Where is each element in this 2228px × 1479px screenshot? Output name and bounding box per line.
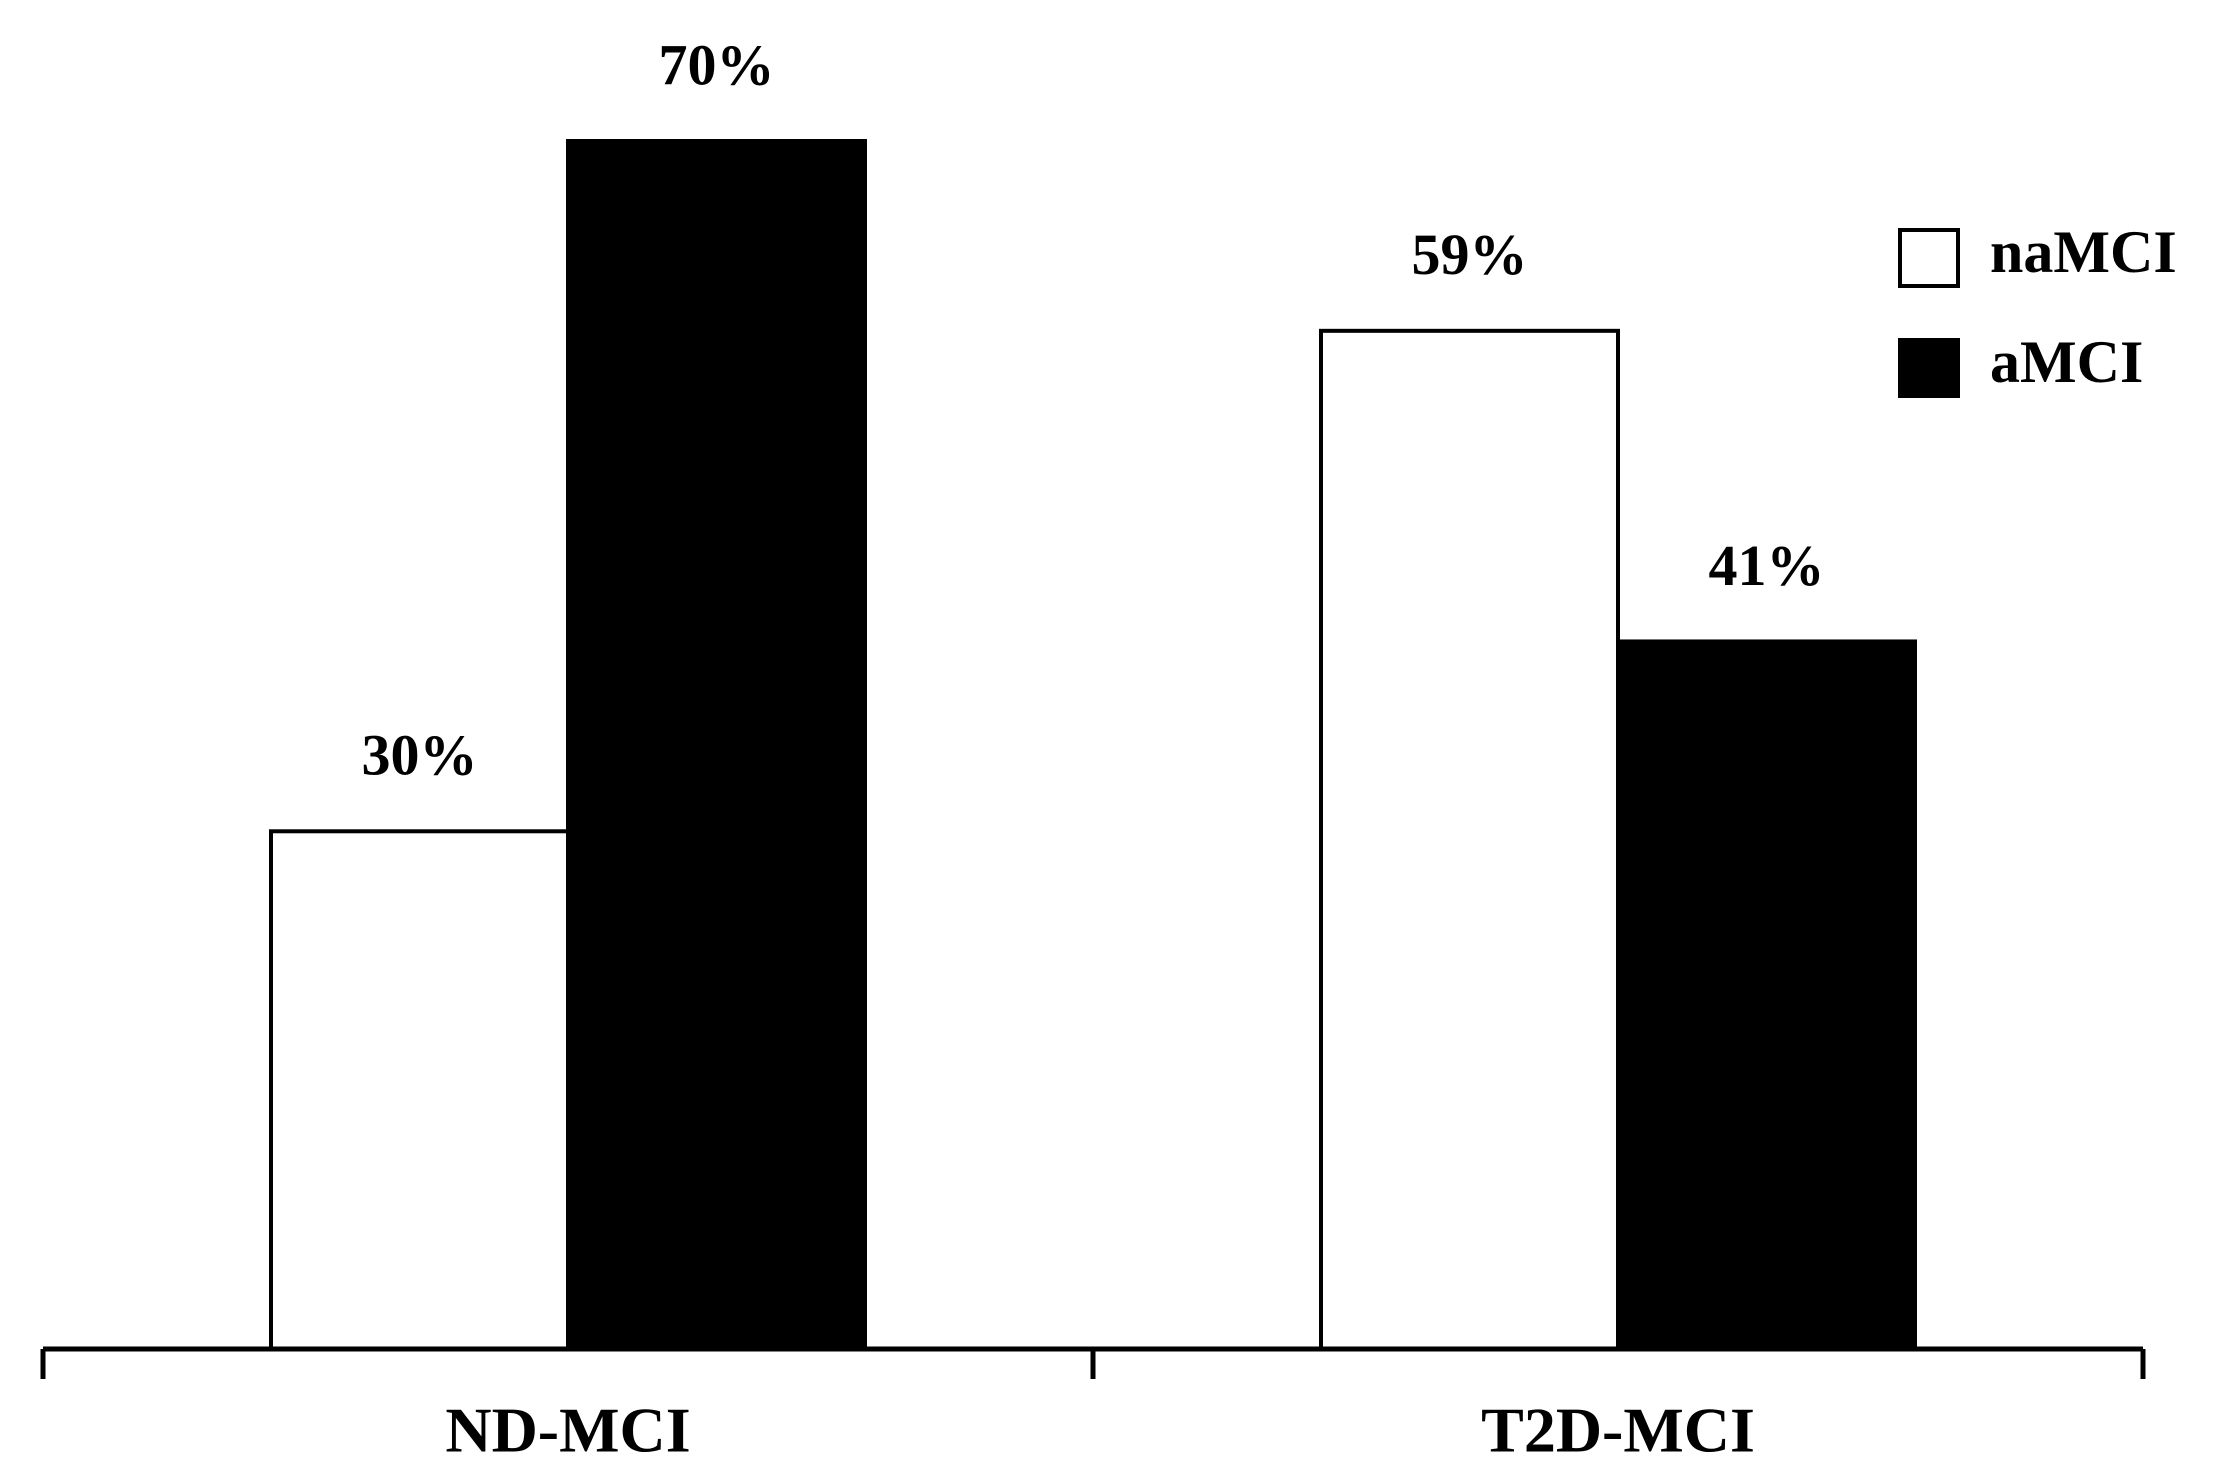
x-tick-label: ND-MCI	[445, 1395, 690, 1466]
bar	[269, 829, 570, 1351]
value-label: 70%	[659, 32, 775, 97]
value-label: 30%	[362, 723, 478, 788]
value-label: 59%	[1412, 222, 1528, 287]
legend-label: aMCI	[1990, 329, 2143, 395]
bar	[566, 139, 867, 1351]
legend-label: naMCI	[1990, 219, 2177, 285]
bar	[1319, 328, 1620, 1352]
legend-swatch	[1898, 228, 1960, 288]
legend-swatch	[1898, 338, 1960, 398]
value-label: 41%	[1709, 533, 1825, 598]
bar	[1616, 639, 1917, 1351]
x-tick-label: T2D-MCI	[1481, 1395, 1755, 1466]
